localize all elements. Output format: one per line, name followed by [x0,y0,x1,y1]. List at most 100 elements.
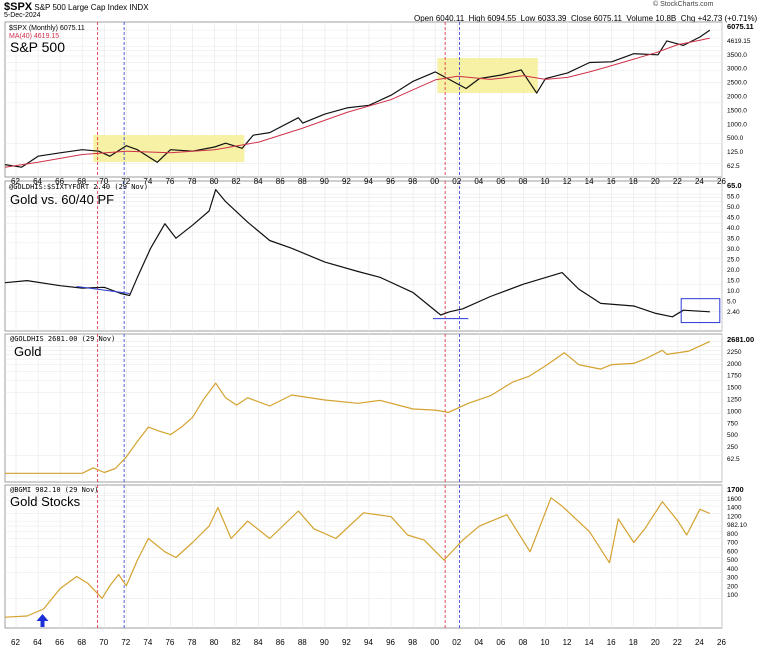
y-tick-label: 982.10 [727,522,747,529]
x-tick-label: 06 [496,638,505,647]
x-tick-label: 62 [11,177,20,186]
y-tick-label: 100 [727,592,738,599]
y-tick-label: 2681.00 [727,335,754,344]
y-tick-label: 62.5 [727,163,740,170]
x-tick-label: 12 [563,638,572,647]
panel-title: Gold Stocks [10,494,81,509]
x-tick-label: 00 [430,177,439,186]
x-tick-label: 76 [165,638,174,647]
y-tick-label: 25.0 [727,257,740,264]
y-tick-label: 3000.0 [727,66,747,73]
x-tick-label: 72 [121,177,130,186]
x-tick-label: 14 [585,638,594,647]
y-tick-label: 500 [727,432,738,439]
x-tick-label: 10 [541,177,550,186]
y-tick-label: 50.0 [727,204,740,211]
close-value: 6075.11 [593,14,622,23]
legend-entry: $SPX (Monthly) 6075.11 [9,25,85,32]
up-arrow-icon [36,614,49,627]
x-tick-label: 82 [232,177,241,186]
y-tick-label: 2000 [727,361,742,368]
y-tick-label: 2500.0 [727,80,747,87]
x-tick-label: 80 [210,638,219,647]
open-label: Open [414,14,434,23]
series-line-bgmi-0 [4,497,711,618]
x-tick-label: 64 [33,177,42,186]
x-tick-label: 02 [452,638,461,647]
y-tick-label: 300 [727,575,738,582]
series-line-spx-1 [4,37,711,168]
x-tick-label: 98 [408,638,417,647]
trendline [76,286,130,295]
symbol-name: S&P 500 Large Cap Index [34,3,128,12]
y-tick-label: 700 [727,540,738,547]
y-tick-label: 20.0 [727,267,740,274]
panel-frame-bgmi [4,484,723,629]
y-tick-label: 500.0 [727,135,744,142]
y-tick-label: 4619.15 [727,38,751,45]
x-tick-label: 94 [364,177,373,186]
x-tick-label: 92 [342,638,351,647]
chg-value: +42.73 (+0.71%) [697,14,758,23]
chg-label: Chg [680,14,696,23]
y-tick-label: 30.0 [727,246,740,253]
x-tick-label: 24 [695,177,704,186]
x-tick-label: 94 [364,638,373,647]
y-tick-label: 1700 [727,485,744,494]
y-tick-label: 1200 [727,513,742,520]
legend-entry: MA(40) 4619.15 [9,33,59,40]
y-tick-label: 2.40 [727,309,740,316]
open-value: 6040.11 [435,14,465,23]
x-tick-label: 02 [452,177,461,186]
series-line-ratio-0 [4,189,710,318]
x-tick-label: 08 [518,638,527,647]
x-tick-label: 66 [55,177,64,186]
panel-title: Gold [14,344,41,359]
y-tick-label: 800 [727,531,738,538]
x-tick-label: 76 [165,177,174,186]
high-label: High [468,14,486,23]
x-tick-label: 12 [563,177,572,186]
y-tick-label: 250 [727,444,738,451]
x-tick-label: 00 [430,638,439,647]
x-tick-label: 20 [651,638,660,647]
x-tick-label: 88 [298,177,307,186]
x-tick-label: 80 [210,177,219,186]
x-tick-label: 64 [33,638,42,647]
x-tick-label: 18 [629,177,638,186]
x-tick-label: 14 [585,177,594,186]
y-tick-label: 750 [727,420,738,427]
legend-entry: @GOLDHIS:$SIXTYFORT 2.40 (29 Nov) [9,183,148,191]
x-tick-label: 68 [77,638,86,647]
x-tick-label: 92 [342,177,351,186]
x-tick-label: 90 [320,177,329,186]
x-tick-label: 04 [474,177,483,186]
chart-date: 5-Dec-2024 [4,12,41,19]
x-tick-label: 84 [254,177,263,186]
x-tick-label: 72 [121,638,130,647]
volume-value: 10.8B [655,14,677,23]
y-tick-label: 1000 [727,408,742,415]
y-tick-label: 500 [727,557,738,564]
x-tick-label: 26 [717,638,726,647]
y-tick-label: 2250 [727,349,742,356]
y-tick-label: 1000.0 [727,121,747,128]
low-label: Low [520,14,536,23]
x-tick-label: 84 [254,638,263,647]
y-tick-label: 35.0 [727,236,740,243]
y-tick-label: 55.0 [727,194,740,201]
consolidation-box [680,298,721,324]
x-tick-label: 22 [673,638,682,647]
y-tick-label: 1500.0 [727,107,747,114]
y-tick-label: 5.0 [727,299,736,306]
y-tick-label: 15.0 [727,278,740,285]
x-tick-label: 82 [232,638,241,647]
x-tick-label: 98 [408,177,417,186]
y-tick-label: 2000.0 [727,94,747,101]
y-tick-label: 1750 [727,373,742,380]
volume-label: Volume [626,14,654,23]
low-value: 6033.39 [537,14,567,23]
legend-entry: @BGMI 982.10 (29 Nov) [10,486,99,494]
y-tick-label: 45.0 [727,215,740,222]
